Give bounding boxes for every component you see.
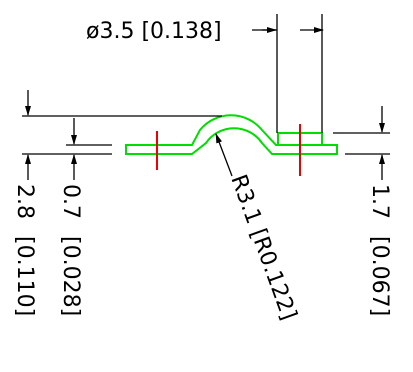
centerlines	[156, 124, 301, 176]
hole-diameter-label: ø3.5 [0.138]	[86, 19, 222, 44]
overall-height-inch: [0.110]	[12, 236, 37, 316]
boss-height-inch: [0.067]	[367, 236, 392, 316]
thickness-value: 0.7	[58, 184, 83, 219]
radius-label: R3.1 [R0.122]	[225, 172, 301, 324]
radius-leader	[215, 133, 233, 177]
thickness-inch: [0.028]	[58, 236, 83, 316]
dimension-lines	[22, 14, 390, 180]
boss-height-value: 1.7	[367, 184, 392, 219]
overall-height-value: 2.8	[12, 184, 37, 219]
